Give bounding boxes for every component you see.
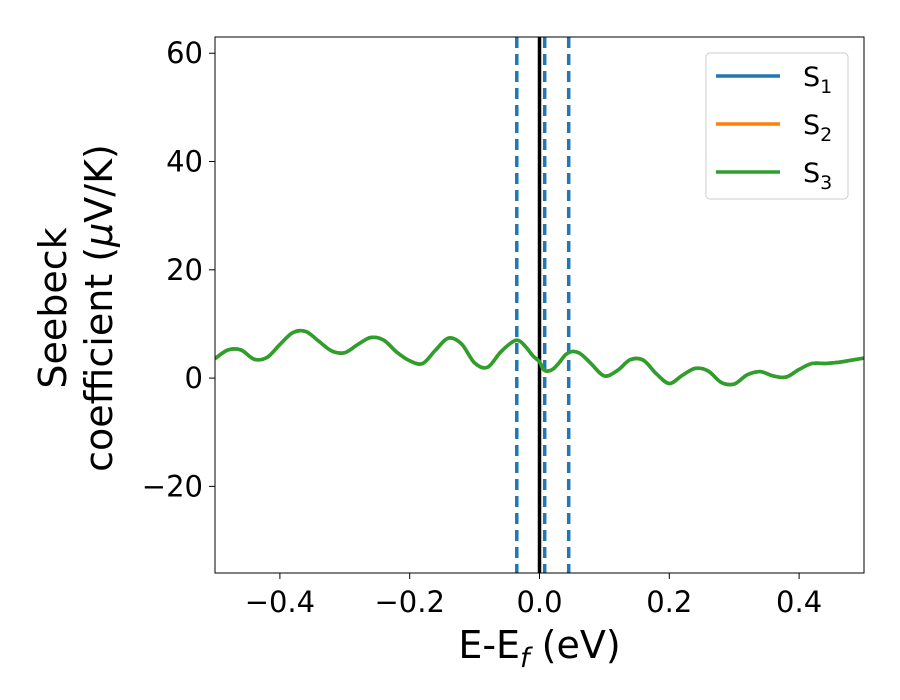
y-tick-label: 20 (166, 253, 203, 287)
legend-label-3: S3 (803, 158, 832, 194)
x-tick-label: 0.0 (516, 585, 562, 619)
y-axis-title-line2-text: coefficient ( (77, 247, 121, 472)
series-lines (215, 328, 864, 387)
legend-box (705, 52, 849, 200)
x-axis-ticks: −0.4 −0.2 0.0 0.2 0.4 (245, 573, 822, 619)
vertical-reference-lines (515, 37, 571, 573)
x-tick-label: 0.4 (776, 585, 822, 619)
legend: S1 S2 S3 (705, 52, 849, 200)
y-axis-title-line1: Seebeck (31, 227, 75, 388)
y-tick-label: 0 (185, 361, 203, 395)
y-tick-label: −20 (142, 469, 203, 503)
x-tick-label: −0.2 (374, 585, 444, 619)
x-axis-title-units: (eV) (530, 623, 621, 667)
legend-label-1: S1 (803, 62, 832, 98)
x-axis-title: E-Ef (eV) (458, 623, 620, 674)
y-axis-title-line1-text: Seebeck (31, 227, 75, 388)
y-axis-title-units: V/K) (77, 144, 121, 223)
x-axis-title-main: E-E (458, 623, 520, 667)
series-line-3 (215, 328, 864, 387)
y-tick-label: 60 (166, 36, 203, 70)
x-tick-label: −0.4 (245, 585, 315, 619)
y-axis-ticks: −20 0 20 40 60 (142, 36, 215, 503)
y-axis-title-line2: coefficient (μV/K) (77, 144, 121, 472)
legend-label-2: S2 (803, 110, 832, 146)
x-tick-label: 0.2 (646, 585, 692, 619)
y-axis-title-mu: μ (77, 223, 121, 248)
y-tick-label: 40 (166, 145, 203, 179)
